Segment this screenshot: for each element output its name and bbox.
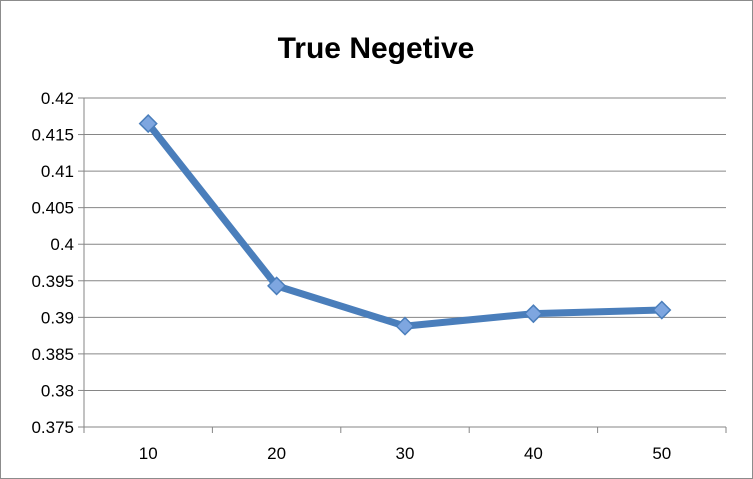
- y-tick-labels: 0.375 0.38 0.385 0.39 0.395 0.4 0.405 0.41 0.415…: [31, 89, 74, 437]
- data-point-marker: [395, 316, 415, 336]
- y-tick-label: 0.4: [50, 235, 74, 254]
- data-point-marker: [138, 114, 158, 134]
- y-tick-label: 0.405: [31, 199, 74, 218]
- x-tick-label: 20: [267, 444, 286, 463]
- y-tick-label: 0.415: [31, 126, 74, 145]
- series-group: [138, 114, 672, 336]
- grid-lines: [84, 97, 726, 391]
- x-tick-label: 40: [524, 444, 543, 463]
- chart-title: True Negetive: [278, 32, 475, 65]
- y-tick-label: 0.38: [41, 381, 74, 400]
- y-tick-label: 0.39: [41, 308, 74, 327]
- axes: [78, 97, 727, 433]
- x-tick-label: 10: [139, 444, 158, 463]
- y-tick-label: 0.41: [41, 162, 74, 181]
- y-tick-label: 0.395: [31, 272, 74, 291]
- y-tick-label: 0.375: [31, 418, 74, 437]
- data-point-marker: [267, 276, 287, 296]
- data-point-marker: [523, 304, 543, 324]
- x-tick-label: 50: [652, 444, 671, 463]
- y-tick-label: 0.42: [41, 89, 74, 108]
- data-point-marker: [652, 300, 672, 320]
- y-tick-label: 0.385: [31, 345, 74, 364]
- series-line: [144, 120, 666, 330]
- x-tick-label: 30: [396, 444, 415, 463]
- x-tick-labels: 10 20 30 40 50: [139, 444, 672, 463]
